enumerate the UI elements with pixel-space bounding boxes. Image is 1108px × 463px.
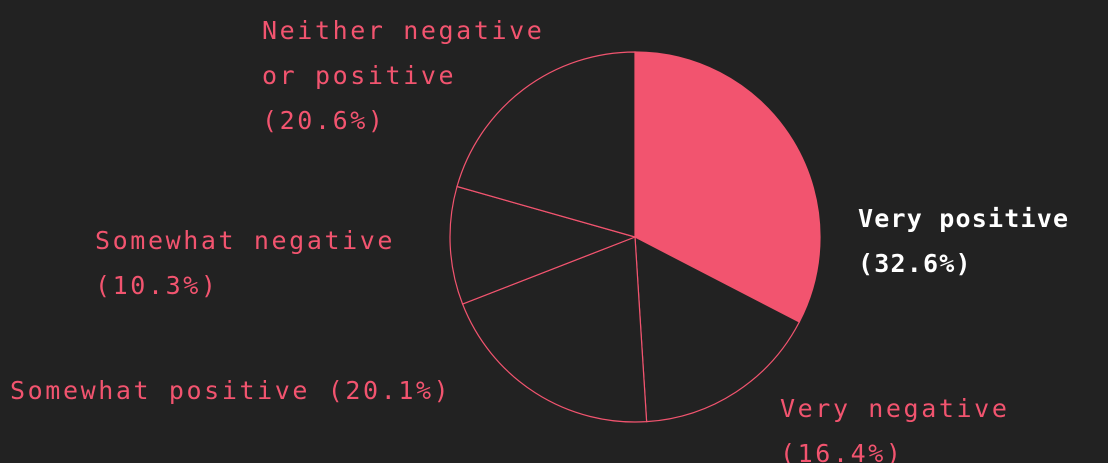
pie-slice bbox=[456, 51, 636, 238]
slice-label: Very negative (16.4%) bbox=[780, 386, 1080, 463]
pie-slice bbox=[634, 51, 821, 323]
slice-name: Very positive bbox=[858, 204, 1070, 233]
slice-value: (20.1%) bbox=[327, 376, 452, 405]
slice-value: (32.6%) bbox=[858, 249, 972, 278]
slice-name: Neither negative or positive bbox=[262, 16, 545, 90]
slice-label: Somewhat negative (10.3%) bbox=[95, 218, 435, 308]
slice-value: (16.4%) bbox=[780, 439, 904, 463]
slice-label: Neither negative or positive (20.6%) bbox=[262, 8, 572, 143]
pie-slice bbox=[461, 236, 648, 423]
slice-name: Somewhat positive bbox=[10, 376, 311, 405]
pie-slice bbox=[449, 185, 637, 305]
pie-slice bbox=[634, 235, 801, 423]
slice-value: (10.3%) bbox=[95, 271, 219, 300]
slice-name: Very negative bbox=[780, 394, 1010, 423]
slice-value: (20.6%) bbox=[262, 106, 386, 135]
slice-name: Somewhat negative bbox=[95, 226, 396, 255]
slice-label: Very positive (32.6%) bbox=[858, 196, 1108, 286]
slice-label: Somewhat positive (20.1%) bbox=[10, 368, 490, 413]
